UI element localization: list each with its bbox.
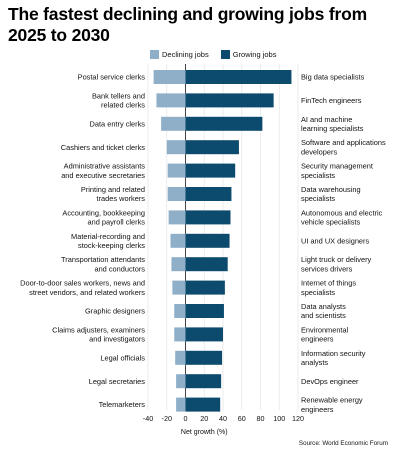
label-declining-job: Legal officials (100, 353, 145, 362)
label-declining-job: Cashiers and ticket clerks (61, 143, 146, 152)
label-growing-job: Software and applications developers (301, 138, 386, 156)
bar-growing (185, 257, 228, 272)
bar-declining (153, 70, 186, 84)
bar-growing (185, 304, 224, 318)
legend-swatch-growing (220, 49, 230, 59)
bar-growing (185, 116, 263, 131)
label-declining-job: Graphic designers (85, 307, 145, 316)
bar-growing (185, 233, 230, 248)
bar-declining (172, 280, 186, 295)
label-declining-job: Telemarketers (99, 400, 146, 409)
label-declining-job: Door-to-door sales workers, news and stre… (20, 279, 145, 297)
bar-growing (185, 327, 223, 342)
bar-growing (185, 163, 236, 178)
bar-growing (185, 374, 222, 389)
bar-declining (167, 163, 186, 178)
legend-item-declining: Declining jobs (150, 49, 209, 59)
bar-declining (171, 257, 186, 272)
label-growing-job: Light truck or delivery services drivers (301, 255, 372, 273)
legend-item-growing: Growing jobs (220, 49, 277, 59)
bar-declining (174, 327, 186, 342)
bar-growing (185, 93, 274, 108)
label-growing-job: AI and machine learning specialists (301, 115, 364, 133)
label-declining-job: Data entry clerks (90, 119, 146, 128)
bar-growing (185, 187, 232, 201)
label-declining-job: Claims adjusters, examiners and investiga… (52, 325, 145, 343)
bar-declining (156, 93, 186, 108)
label-growing-job: Data analysts and scientists (301, 302, 346, 320)
label-growing-job: Data warehousing specialists (301, 185, 361, 203)
bar-declining (176, 397, 186, 412)
x-tick-label: -20 (162, 414, 172, 423)
legend-label-growing: Growing jobs (232, 49, 277, 59)
label-declining-job: Material-recording and stock-keeping cler… (71, 232, 145, 250)
label-growing-job: DevOps engineer (301, 377, 359, 386)
bar-growing (185, 350, 223, 365)
label-growing-job: Environmental engineers (301, 325, 349, 343)
legend-label-declining: Declining jobs (162, 49, 209, 59)
x-tick-label: 100 (273, 414, 285, 423)
label-growing-job: Information security analysts (301, 349, 366, 367)
label-growing-job: Renewable energy engineers (301, 396, 363, 414)
label-declining-job: Administrative assistants and executive s… (61, 162, 145, 180)
label-declining-job: Printing and related trades workers (81, 185, 145, 203)
label-growing-job: UI and UX designers (301, 236, 369, 245)
label-growing-job: Big data specialists (301, 73, 365, 82)
label-declining-job: Accounting, bookkeeping and payroll clerk… (62, 208, 145, 226)
label-declining-job: Bank tellers and related clerks (92, 91, 145, 109)
x-tick-label: -40 (143, 414, 153, 423)
x-tick-label: 0 (184, 414, 188, 423)
x-tick-label: 20 (200, 414, 208, 423)
chart-legend: Declining jobs Growing jobs (150, 48, 276, 60)
label-declining-job: Postal service clerks (78, 73, 146, 82)
bar-growing (185, 70, 292, 84)
source-note: Source: World Economic Forum (298, 440, 388, 447)
bar-growing (185, 280, 225, 295)
bar-declining (176, 374, 186, 389)
bar-growing (185, 210, 231, 225)
x-tick-label: 120 (292, 414, 304, 423)
label-growing-job: Security management specialists (301, 162, 373, 180)
x-tick-label: 60 (238, 414, 246, 423)
chart-title: The fastest declining and growing jobs f… (8, 4, 367, 45)
label-growing-job: Autonomous and electric vehicle specialis… (301, 208, 383, 226)
label-growing-job: Internet of things specialists (301, 279, 356, 297)
x-tick-label: 40 (219, 414, 227, 423)
label-growing-job: FinTech engineers (301, 96, 362, 105)
bar-growing (185, 140, 239, 155)
label-declining-job: Transportation attendants and conductors (61, 255, 145, 273)
label-declining-job: Legal secretaries (89, 377, 146, 386)
bar-declining (170, 233, 186, 248)
bar-declining (166, 140, 186, 155)
bar-declining (174, 304, 186, 318)
bar-declining (175, 350, 186, 365)
bar-declining (161, 116, 186, 131)
bar-declining (168, 210, 186, 225)
x-axis-label: Net growth (%) (181, 429, 228, 436)
x-tick-label: 80 (257, 414, 265, 423)
legend-swatch-declining (150, 49, 159, 59)
bar-growing (185, 397, 221, 412)
bar-declining (167, 187, 186, 201)
